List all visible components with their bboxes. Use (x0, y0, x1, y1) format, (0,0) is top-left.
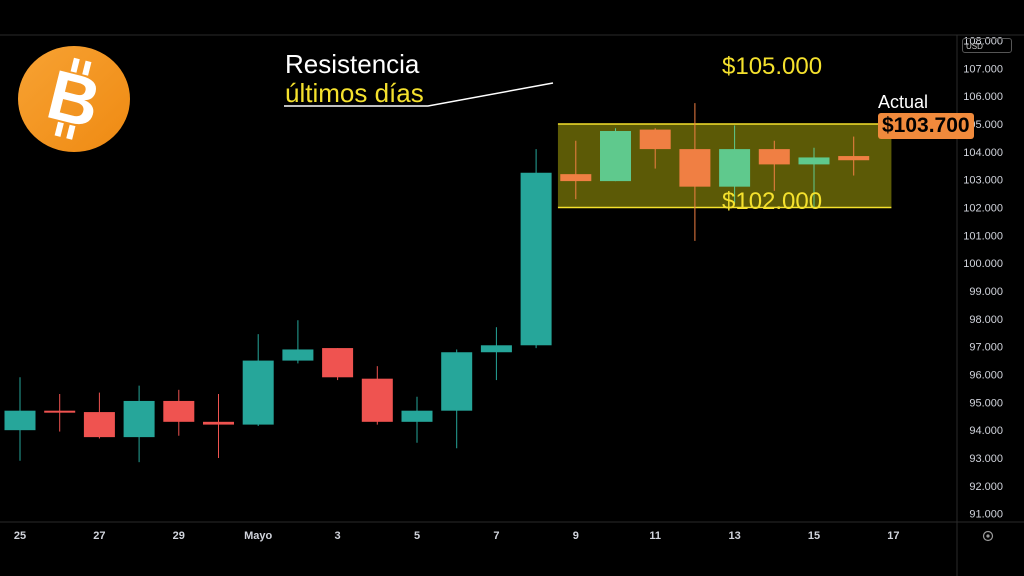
candle-body (480, 345, 512, 353)
candles (4, 103, 870, 463)
time-tick-label: 29 (173, 530, 185, 542)
time-tick-label: 25 (14, 530, 26, 542)
candle-body (560, 174, 592, 182)
price-tick-label: 94.000 (969, 425, 1003, 437)
annotation-leader-line (284, 82, 554, 107)
candle (560, 140, 592, 200)
time-tick-label: 13 (728, 530, 740, 542)
time-tick-label: 9 (573, 530, 579, 542)
candle (44, 393, 76, 432)
candle (758, 140, 790, 191)
time-tick-label: 15 (808, 530, 820, 542)
candle (322, 348, 354, 381)
candle (282, 320, 314, 364)
candle-body (758, 149, 790, 165)
price-tick-label: 100.000 (963, 258, 1003, 270)
time-tick-label: 5 (414, 530, 420, 542)
candle (83, 392, 115, 439)
time-tick-label: 27 (93, 530, 105, 542)
candle-body (361, 378, 393, 422)
time-tick-label: 3 (335, 530, 341, 542)
candle-body (83, 412, 115, 438)
candle (520, 149, 552, 349)
candle-body (242, 360, 274, 425)
candle-body (4, 410, 36, 431)
gear-icon[interactable] (982, 530, 994, 542)
lower-level-label: $102.000 (722, 188, 823, 215)
candle (838, 136, 870, 176)
price-tick-label: 93.000 (969, 453, 1003, 465)
candle-body (163, 400, 195, 422)
candle (719, 125, 751, 204)
candle (4, 377, 36, 461)
upper-level-label: $105.000 (722, 53, 823, 80)
annotation-subtitle: últimos días (285, 78, 424, 108)
candle (163, 389, 195, 436)
candle-body (44, 410, 76, 413)
current-price-badge: $103.700 (878, 113, 974, 139)
candle (600, 128, 631, 182)
time-tick-label: 7 (493, 530, 499, 542)
annotation-title: Resistencia (285, 49, 420, 79)
candle-body (600, 131, 631, 182)
candle (123, 385, 155, 463)
candle-body (798, 157, 830, 165)
candle (203, 393, 234, 458)
price-tick-label: 91.000 (969, 509, 1003, 521)
candle-body (123, 400, 155, 438)
candle (480, 327, 512, 381)
candle-body (282, 349, 314, 361)
candle-body (520, 172, 552, 346)
price-tick-label: 101.000 (963, 230, 1003, 242)
price-axis[interactable]: 91.000 92.000 93.000 94.000 95.000 96.000 97.0… (963, 36, 1003, 521)
candle-body (322, 348, 354, 378)
price-tick-label: 102.000 (963, 203, 1003, 215)
bitcoin-icon: B (18, 46, 130, 152)
candle-body (441, 352, 473, 411)
resistance-annotation: Resistencia últimos días (285, 50, 424, 108)
time-tick-label: 11 (649, 530, 661, 542)
candle-body (203, 421, 234, 425)
candle (679, 103, 711, 241)
candle (401, 396, 433, 443)
price-tick-label: 103.000 (963, 175, 1003, 187)
currency-selector[interactable]: USD (962, 38, 1012, 53)
price-tick-label: 104.000 (963, 147, 1003, 159)
candle (798, 147, 830, 208)
candle (242, 334, 274, 426)
candle-body (838, 156, 870, 161)
candle (639, 128, 671, 169)
candle-body (639, 129, 671, 150)
time-tick-label: Mayo (244, 530, 272, 542)
time-axis[interactable]: 25 27 29 Mayo 3 5 7 9 11 13 15 17 (14, 530, 900, 542)
price-tick-label: 97.000 (969, 342, 1003, 354)
candle-body (719, 149, 751, 187)
price-tick-label: 107.000 (963, 63, 1003, 75)
current-price-caption: Actual (878, 92, 929, 112)
candle (441, 349, 473, 449)
price-tick-label: 106.000 (963, 91, 1003, 103)
price-tick-label: 98.000 (969, 314, 1003, 326)
candle-body (679, 149, 711, 187)
price-tick-label: 99.000 (969, 286, 1003, 298)
candle (361, 366, 393, 425)
candle-body (401, 410, 433, 422)
price-tick-label: 92.000 (969, 481, 1003, 493)
price-tick-label: 96.000 (969, 370, 1003, 382)
time-tick-label: 17 (887, 530, 899, 542)
price-tick-label: 95.000 (969, 397, 1003, 409)
